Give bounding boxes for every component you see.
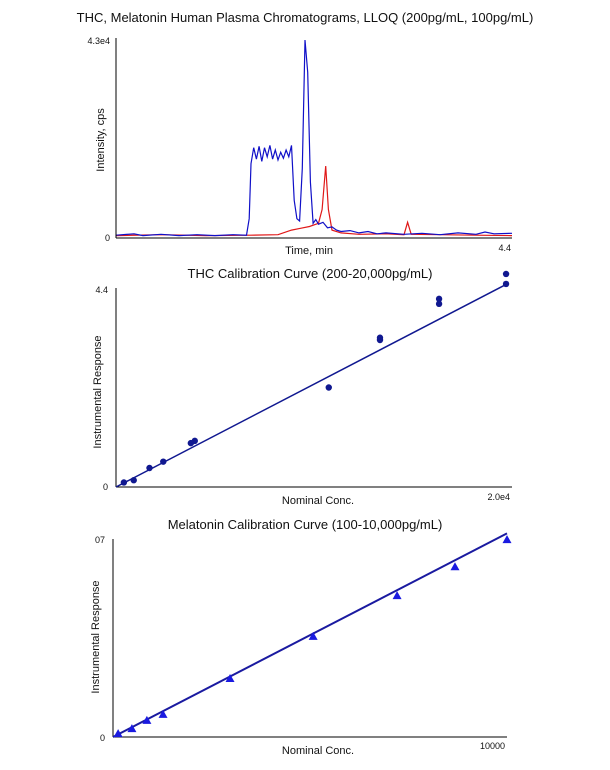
data-point [160,458,167,465]
data-point [435,300,443,308]
data-point [146,464,153,472]
series-line-melatonin [115,165,513,237]
melatonin-calibration-chart: Melatonin Calibration Curve (100-10,000p… [90,517,512,757]
data-point [142,715,152,724]
chromatogram-chart: THC, Melatonin Human Plasma Chromatogram… [77,10,534,257]
data-point [450,562,460,571]
data-point [127,724,137,733]
x-tick-label-max: 10000 [480,741,505,751]
y-tick-label-min: 0 [100,733,105,743]
y-tick-label-max: 4.4 [95,285,108,295]
y-axis-label: Instrumental Response [92,335,104,448]
data-point [191,437,198,445]
series-line-thc [115,39,513,237]
data-point [225,674,235,683]
chart-title: Melatonin Calibration Curve (100-10,000p… [168,517,443,532]
data-point [113,729,123,738]
fit-line [115,283,508,488]
fit-line [112,532,508,738]
y-tick-label-max: 4.3e4 [87,36,110,46]
data-point [502,535,512,544]
data-point [502,280,510,288]
x-axis-label: Nominal Conc. [282,495,354,507]
x-axis-label: Time, min [285,245,333,257]
thc-calibration-chart: THC Calibration Curve (200-20,000pg/mL) … [92,266,512,507]
y-axis-label: Intensity, cps [95,108,107,172]
data-point [376,336,384,344]
data-point [158,709,168,718]
y-tick-label-min: 0 [105,233,110,243]
data-point [502,270,510,278]
x-tick-label-max: 4.4 [498,243,511,253]
chart-title: THC Calibration Curve (200-20,000pg/mL) [188,266,433,281]
data-point [325,384,332,391]
data-point [392,591,402,600]
data-point [120,479,128,486]
data-point [130,477,137,484]
y-axis-label: Instrumental Response [90,580,102,693]
x-tick-label-max: 2.0e4 [487,492,510,502]
y-tick-label-max: 07 [95,535,105,545]
x-axis-label: Nominal Conc. [282,745,354,757]
data-point [308,631,318,640]
data-point [435,295,443,303]
chart-title: THC, Melatonin Human Plasma Chromatogram… [77,10,534,25]
y-tick-label-min: 0 [103,482,108,492]
